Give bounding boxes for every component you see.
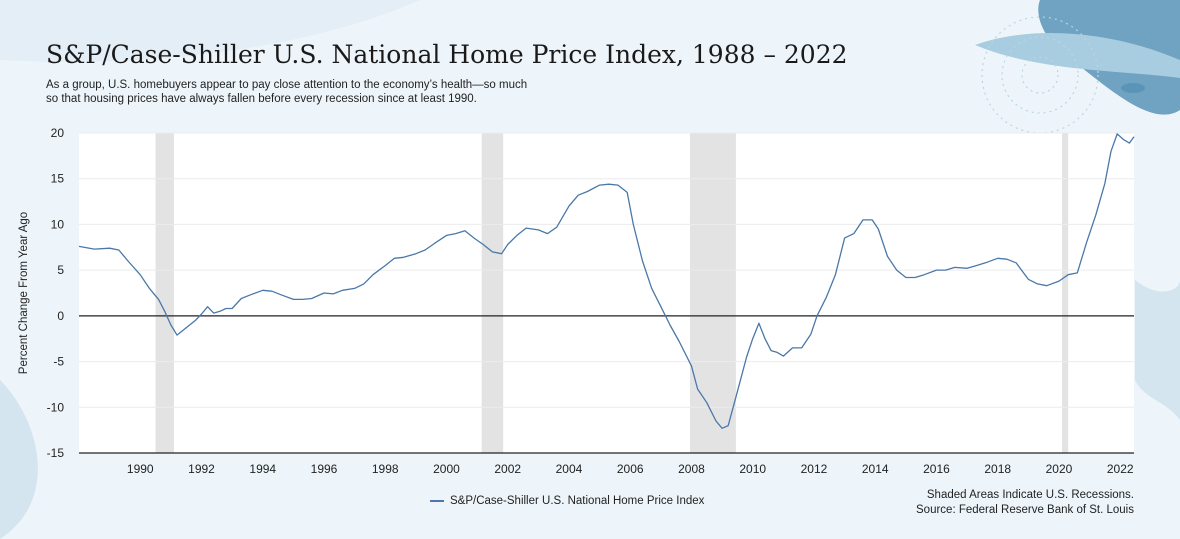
x-tick-label-2002: 2002: [494, 462, 521, 476]
chart-notes: Shaded Areas Indicate U.S. Recessions. S…: [916, 488, 1134, 518]
legend-label: S&P/Case-Shiller U.S. National Home Pric…: [450, 495, 705, 507]
source-note: Source: Federal Reserve Bank of St. Loui…: [916, 504, 1134, 516]
chart-subtitle: As a group, U.S. homebuyers appear to pa…: [46, 78, 666, 106]
x-tick-label-2008: 2008: [678, 462, 705, 476]
x-tick-label-1990: 1990: [127, 462, 154, 476]
y-axis-label: Percent Change From Year Ago: [18, 212, 30, 374]
y-tick-label-5: 5: [57, 263, 64, 277]
subtitle-line-2: so that housing prices have always falle…: [46, 93, 477, 105]
x-tick-labels: 1990 1992 1994 1996 1998 2000 2002 2004 2006 2008…: [127, 462, 1134, 476]
y-tick-label-15: 15: [51, 172, 65, 186]
background-wash-top-left: [0, 0, 420, 62]
x-tick-label-2004: 2004: [556, 462, 583, 476]
background-leaf-top-right: [975, 33, 1180, 78]
x-tick-label-2020: 2020: [1046, 462, 1073, 476]
grid-lines: [79, 132, 1134, 408]
y-tick-label--10: -10: [47, 400, 65, 414]
y-tick-label--15: -15: [47, 446, 65, 460]
background-wave-right: [1135, 280, 1180, 420]
background-wash-bottom-left: [0, 380, 38, 539]
chart-title: S&P/Case-Shiller U.S. National Home Pric…: [46, 40, 848, 69]
x-tick-label-2006: 2006: [617, 462, 644, 476]
chart-legend: S&P/Case-Shiller U.S. National Home Pric…: [430, 495, 704, 507]
x-tick-label-2010: 2010: [739, 462, 766, 476]
x-tick-label-1998: 1998: [372, 462, 399, 476]
x-tick-label-1994: 1994: [249, 462, 276, 476]
x-tick-label-2012: 2012: [801, 462, 828, 476]
subtitle-line-1: As a group, U.S. homebuyers appear to pa…: [46, 79, 528, 91]
background-ring-2: [1001, 36, 1079, 114]
recession-band-2: [481, 133, 504, 453]
x-tick-label-1992: 1992: [188, 462, 215, 476]
series-line-home-price-index: [78, 133, 1135, 429]
recession-band-3: [689, 133, 736, 453]
recession-band-1: [155, 133, 174, 453]
x-tick-label-2022: 2022: [1107, 462, 1134, 476]
x-tick-label-2014: 2014: [862, 462, 889, 476]
x-tick-label-1996: 1996: [311, 462, 338, 476]
y-tick-label-20: 20: [51, 126, 65, 140]
recession-note: Shaded Areas Indicate U.S. Recessions.: [926, 489, 1134, 501]
x-tick-label-2016: 2016: [923, 462, 950, 476]
plot-area: [79, 133, 1134, 453]
x-tick-label-2018: 2018: [984, 462, 1011, 476]
y-tick-label-0: 0: [57, 309, 64, 323]
y-tick-labels: -15 -10 -5 0 5 10 15 20: [47, 126, 65, 460]
recession-bands: [155, 133, 1069, 453]
legend-swatch: [430, 500, 444, 502]
x-tick-label-2000: 2000: [433, 462, 460, 476]
recession-band-4: [1062, 133, 1069, 453]
background-oval-accent: [1121, 83, 1145, 93]
y-tick-label--5: -5: [53, 355, 64, 369]
y-tick-label-10: 10: [51, 217, 65, 231]
background-ring-3: [1021, 56, 1059, 94]
